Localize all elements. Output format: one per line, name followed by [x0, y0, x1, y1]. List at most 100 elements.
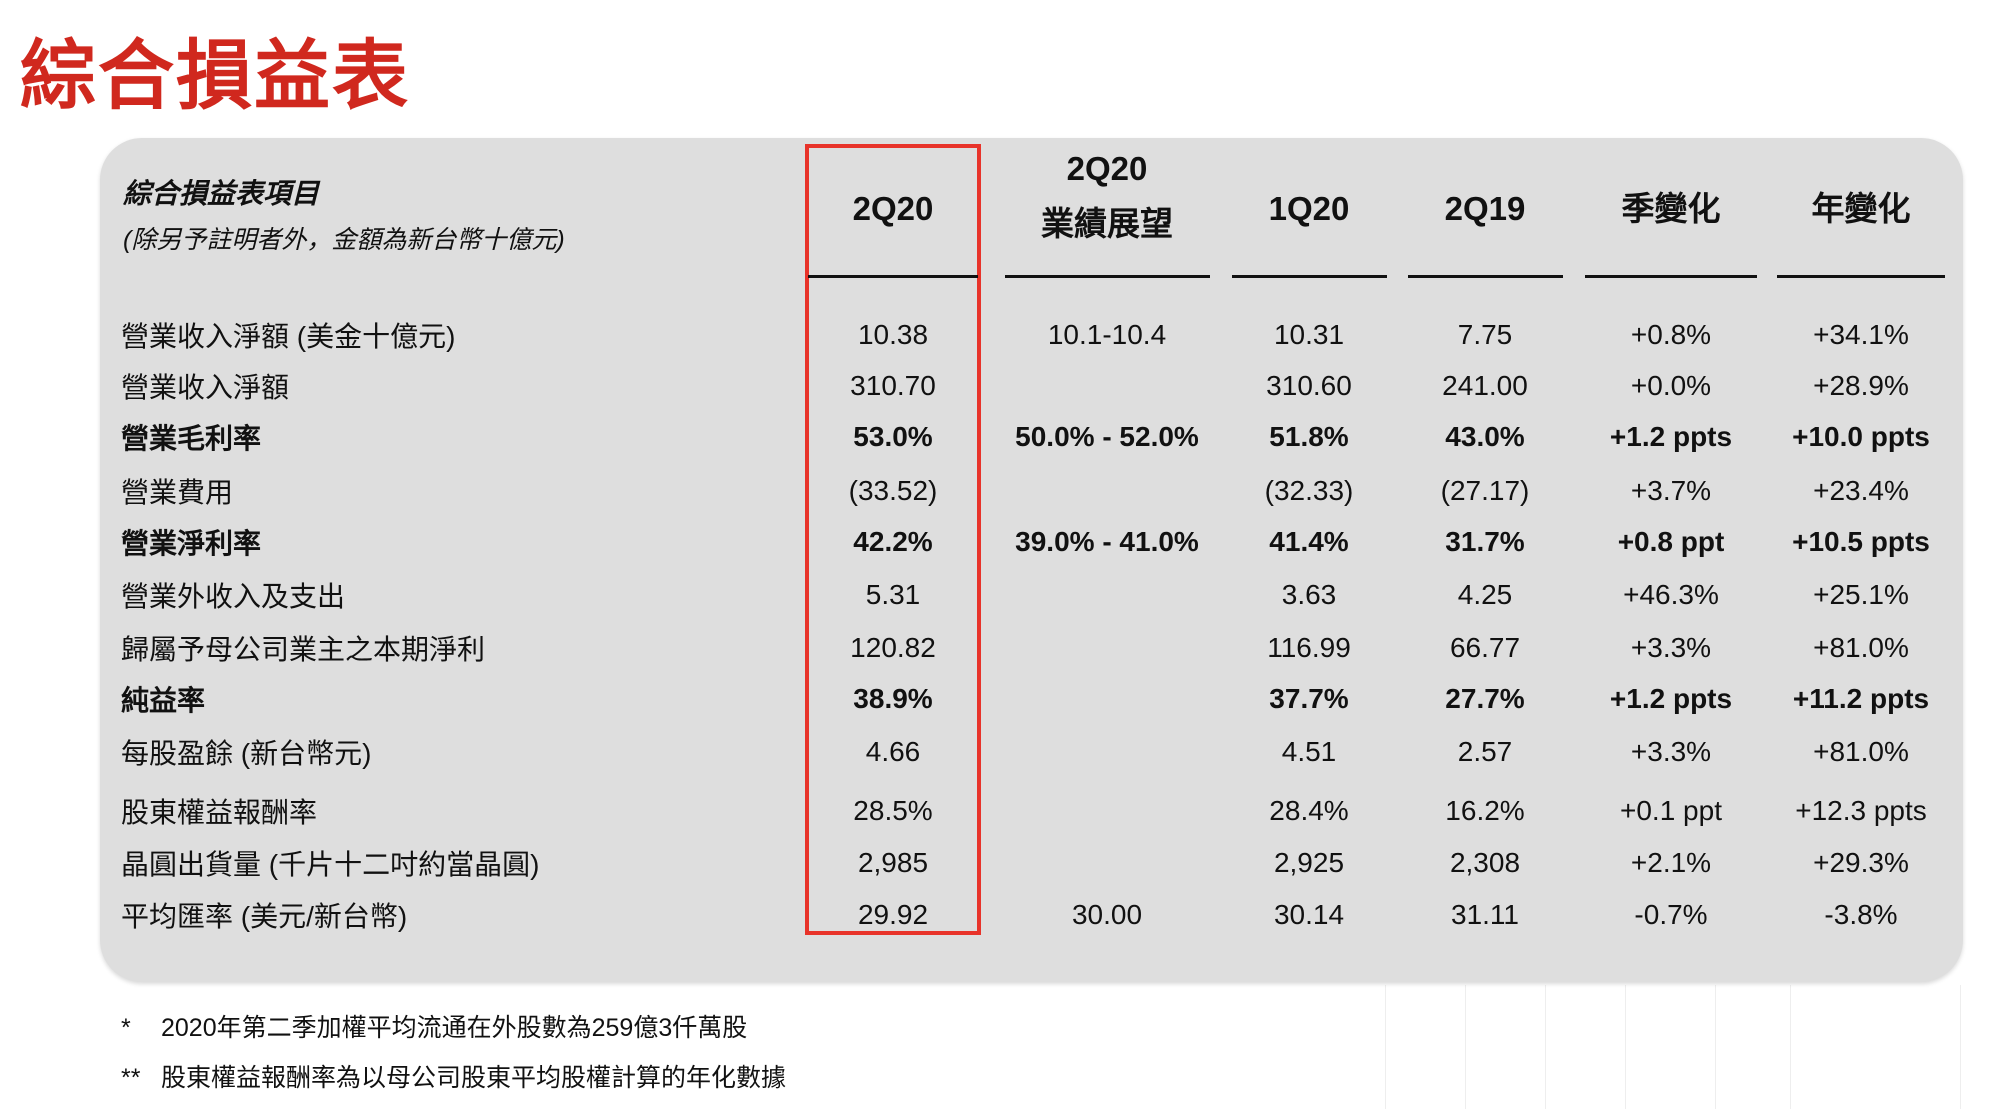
- column-header: 2Q19: [1385, 188, 1585, 231]
- column-underline: [1004, 275, 1210, 278]
- cell-value: 4.51: [1281, 736, 1337, 767]
- row-label: 營業費用: [121, 477, 234, 508]
- cell-value: 39.0% - 41.0%: [1015, 526, 1199, 557]
- column-underline: [808, 275, 978, 278]
- cell-value: 7.75: [1457, 319, 1513, 350]
- cell-value: +0.8%: [1630, 319, 1712, 350]
- column-underline: [1407, 275, 1563, 278]
- cell-value: 5.31: [865, 579, 921, 610]
- cell-value: 4.66: [865, 736, 921, 767]
- column-header-line: 2Q20: [852, 190, 934, 227]
- cell-value: 50.0% - 52.0%: [1015, 421, 1199, 452]
- cell-value: 37.7%: [1269, 683, 1349, 714]
- column-header-line: 1Q20: [1268, 190, 1350, 227]
- cell-value: (27.17): [1440, 475, 1530, 506]
- column-underline: [1231, 275, 1387, 278]
- column-header-line: 2Q19: [1444, 190, 1526, 227]
- cell-value: 16.2%: [1445, 795, 1525, 826]
- cell-value: +34.1%: [1813, 319, 1909, 350]
- cell-value: 10.1-10.4: [1047, 319, 1167, 350]
- cell-value: -3.8%: [1824, 899, 1898, 930]
- row-label: 營業毛利率: [121, 423, 262, 454]
- column-header: 2Q20 業績展望: [1007, 148, 1207, 246]
- cell-value: 66.77: [1449, 632, 1521, 663]
- page-title: 綜合損益表: [20, 34, 410, 119]
- cell-value: -0.7%: [1634, 899, 1708, 930]
- cell-value: 4.25: [1457, 579, 1513, 610]
- column-header: 2Q20: [793, 188, 993, 231]
- cell-value: +46.3%: [1623, 579, 1719, 610]
- cell-value: +10.0 ppts: [1792, 421, 1930, 452]
- cell-value: 2,308: [1449, 847, 1521, 878]
- cell-value: 43.0%: [1445, 421, 1525, 452]
- cell-value: +81.0%: [1813, 632, 1909, 663]
- income-statement-table: [100, 138, 1963, 982]
- cell-value: 30.00: [1071, 899, 1143, 930]
- cell-value: +11.2 ppts: [1792, 683, 1930, 714]
- footnote-text: 2020年第二季加權平均流通在外股數為259億3仟萬股: [161, 1014, 748, 1042]
- row-label: 營業收入淨額: [121, 372, 290, 403]
- cell-value: +10.5 ppts: [1792, 526, 1930, 557]
- cell-value: +0.0%: [1630, 370, 1712, 401]
- cell-value: 38.9%: [853, 683, 933, 714]
- cell-value: +25.1%: [1813, 579, 1909, 610]
- cell-value: 29.92: [857, 899, 929, 930]
- column-underline: [1777, 275, 1945, 278]
- cell-value: 28.5%: [853, 795, 933, 826]
- cell-value: +28.9%: [1813, 370, 1909, 401]
- cell-value: +1.2 ppts: [1609, 683, 1733, 714]
- cell-value: 28.4%: [1269, 795, 1349, 826]
- cell-value: +0.1 ppt: [1620, 795, 1722, 826]
- cell-value: 2.57: [1457, 736, 1513, 767]
- row-label: 營業淨利率: [121, 528, 262, 559]
- row-label: 營業外收入及支出: [121, 581, 346, 612]
- cell-value: 41.4%: [1269, 526, 1349, 557]
- cell-value: 31.11: [1451, 899, 1519, 930]
- row-label: 每股盈餘 (新台幣元): [121, 738, 372, 769]
- cell-value: +3.3%: [1630, 736, 1712, 767]
- cell-value: (32.33): [1264, 475, 1354, 506]
- cell-value: +81.0%: [1813, 736, 1909, 767]
- cell-value: +23.4%: [1813, 475, 1909, 506]
- highlight-2q20-column: [805, 144, 981, 935]
- cell-value: 30.14: [1273, 899, 1345, 930]
- cell-value: +12.3 ppts: [1795, 795, 1927, 826]
- cell-value: 53.0%: [853, 421, 933, 452]
- cell-value: 27.7%: [1445, 683, 1525, 714]
- column-header: 1Q20: [1209, 188, 1409, 231]
- cell-value: +1.2 ppts: [1609, 421, 1733, 452]
- footnote-mark: **: [121, 1064, 141, 1092]
- row-label: 營業收入淨額 (美金十億元): [121, 321, 456, 352]
- item-header-note: (除另予註明者外，金額為新台幣十億元): [123, 226, 565, 254]
- cell-value: 120.82: [850, 632, 936, 663]
- footnote-text: 股東權益報酬率為以母公司股東平均股權計算的年化數據: [161, 1064, 787, 1092]
- cell-value: 42.2%: [853, 526, 933, 557]
- cell-value: 241.00: [1442, 370, 1528, 401]
- column-header-line: 2Q20: [1066, 150, 1148, 187]
- cell-value: 116.99: [1267, 632, 1351, 663]
- cell-value: 3.63: [1281, 579, 1337, 610]
- row-label: 股東權益報酬率: [121, 797, 318, 828]
- item-header: 綜合損益表項目 (除另予註明者外，金額為新台幣十億元): [123, 172, 565, 256]
- cell-value: 10.31: [1273, 319, 1345, 350]
- footnote-1: * 2020年第二季加權平均流通在外股數為259億3仟萬股: [121, 1008, 747, 1044]
- cell-value: +3.7%: [1630, 475, 1712, 506]
- cell-value: +29.3%: [1813, 847, 1909, 878]
- footnote-mark: *: [121, 1014, 131, 1042]
- row-label: 歸屬予母公司業主之本期淨利: [121, 634, 486, 665]
- cell-value: +0.8 ppt: [1617, 526, 1725, 557]
- cell-value: +2.1%: [1630, 847, 1712, 878]
- footnote-2: ** 股東權益報酬率為以母公司股東平均股權計算的年化數據: [121, 1058, 786, 1094]
- cell-value: (33.52): [848, 475, 938, 506]
- cell-value: 10.38: [857, 319, 929, 350]
- cell-value: 2,985: [857, 847, 929, 878]
- column-header: 年變化: [1761, 188, 1961, 231]
- cell-value: 310.70: [850, 370, 936, 401]
- cell-value: 31.7%: [1445, 526, 1525, 557]
- column-header-line: 業績展望: [1041, 204, 1173, 242]
- column-header-line: 季變化: [1621, 190, 1721, 227]
- row-label: 平均匯率 (美元/新台幣): [121, 901, 408, 932]
- row-label: 純益率: [121, 685, 206, 716]
- column-underline: [1585, 275, 1757, 278]
- cell-value: 310.60: [1266, 370, 1352, 401]
